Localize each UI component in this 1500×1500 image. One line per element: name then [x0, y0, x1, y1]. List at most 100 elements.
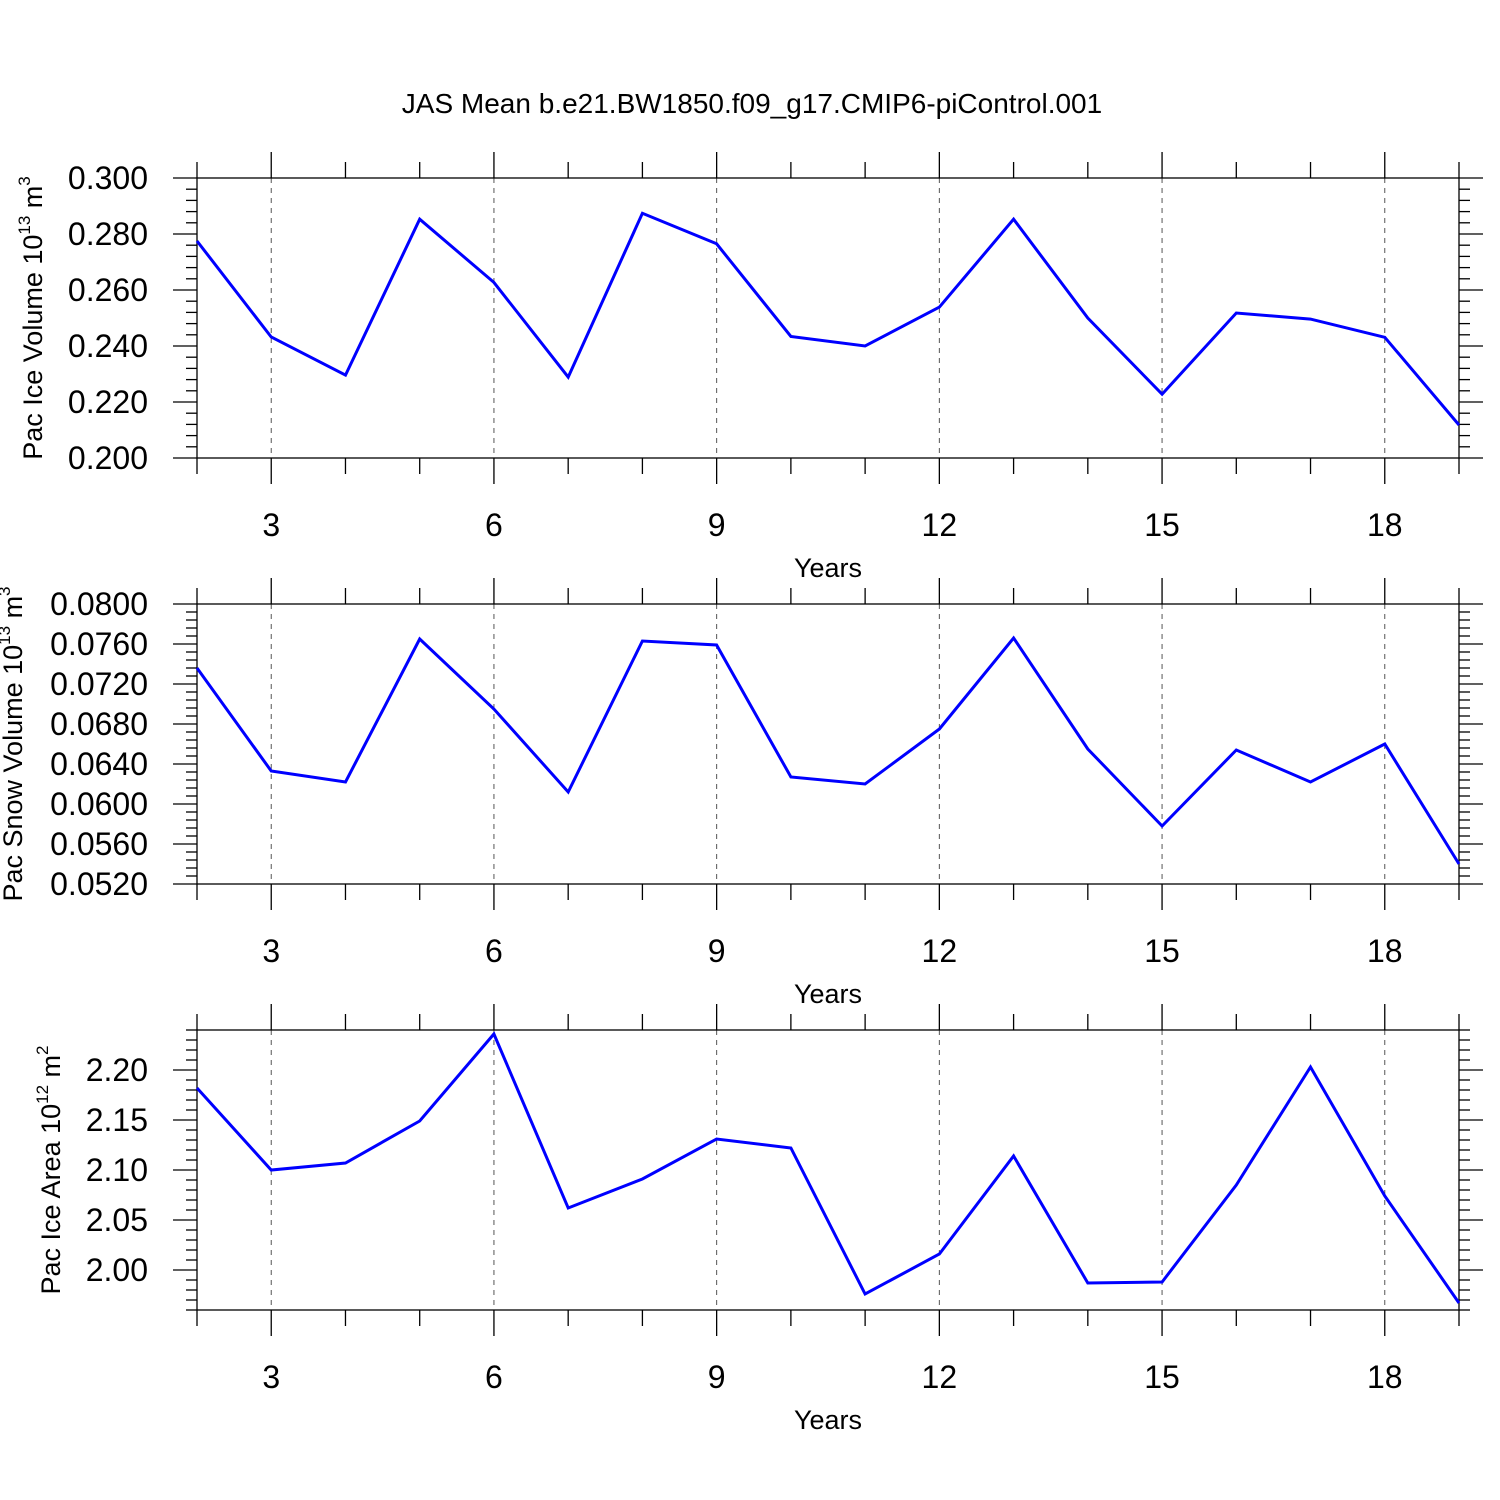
y-tick-label: 0.300: [68, 160, 148, 196]
data-point: [492, 707, 496, 711]
y-tick-label: 2.10: [86, 1152, 148, 1188]
x-tick-label: 6: [485, 507, 503, 543]
panel-ice-area: 2.00 2.05 2.10 2.15 2.20 3 6 9 12 15 18 Years Pac Ic…: [33, 1004, 1483, 1435]
panel-ice-volume: 0.200 0.220 0.240 0.260 0.280 0.300 3 6 9 12 15 18 Y…: [15, 152, 1483, 583]
data-point: [937, 305, 941, 309]
y-tick-label: 0.0600: [50, 786, 148, 822]
data-point: [863, 1292, 867, 1296]
data-point: [1234, 311, 1238, 315]
data-point: [715, 643, 719, 647]
data-point: [789, 775, 793, 779]
data-point: [269, 335, 273, 339]
data-point: [1012, 217, 1016, 221]
y-axis-label: Pac Ice Volume 1013 m3: [15, 176, 48, 460]
data-point: [1457, 1301, 1461, 1305]
x-tick-label: 9: [708, 1359, 726, 1395]
data-point: [789, 334, 793, 338]
y-tick-label: 0.220: [68, 384, 148, 420]
x-tick-label: 3: [262, 1359, 280, 1395]
data-point: [1457, 862, 1461, 866]
series-line-ice-area: [195, 1031, 1461, 1304]
data-point: [640, 1177, 644, 1181]
x-axis-label: Years: [794, 1405, 862, 1435]
data-point: [566, 1206, 570, 1210]
data-point: [343, 780, 347, 784]
data-point: [418, 637, 422, 641]
x-tick-label: 6: [485, 1359, 503, 1395]
x-tick-label: 18: [1367, 1359, 1403, 1395]
y-tick-label: 0.280: [68, 216, 148, 252]
data-point: [1160, 392, 1164, 396]
data-point: [566, 375, 570, 379]
data-point: [1012, 636, 1016, 640]
y-tick-label: 0.200: [68, 440, 148, 476]
data-point: [1309, 317, 1313, 321]
data-point: [343, 1161, 347, 1165]
y-tick-label: 0.0520: [50, 866, 148, 902]
y-tick-label: 0.260: [68, 272, 148, 308]
x-tick-label: 6: [485, 933, 503, 969]
series-line-ice-volume: [195, 211, 1461, 426]
x-tick-label: 9: [708, 933, 726, 969]
data-point: [269, 769, 273, 773]
x-tick-label: 12: [922, 1359, 958, 1395]
plot-frame: [196, 1029, 1460, 1311]
data-point: [418, 1119, 422, 1123]
data-point: [640, 639, 644, 643]
y-tick-label: 0.0560: [50, 826, 148, 862]
x-axis-label: Years: [794, 979, 862, 1009]
data-point: [1160, 1280, 1164, 1284]
data-point: [195, 1086, 199, 1090]
y-tick-label: 2.20: [86, 1052, 148, 1088]
x-tick-label: 12: [922, 933, 958, 969]
data-point: [789, 1146, 793, 1150]
data-point: [269, 1168, 273, 1172]
y-tick-label: 0.0680: [50, 706, 148, 742]
data-point: [1309, 1065, 1313, 1069]
y-tick-label: 2.15: [86, 1102, 148, 1138]
x-tick-label: 18: [1367, 507, 1403, 543]
data-point: [1012, 1154, 1016, 1158]
data-point: [418, 217, 422, 221]
data-point: [492, 1032, 496, 1036]
x-tick-label: 15: [1144, 507, 1180, 543]
data-point: [1086, 316, 1090, 320]
data-point: [1234, 748, 1238, 752]
y-tick-label: 0.0640: [50, 746, 148, 782]
plot-frame: [196, 603, 1460, 885]
y-tick-label: 0.240: [68, 328, 148, 364]
data-point: [195, 239, 199, 243]
data-point: [1383, 1194, 1387, 1198]
x-tick-label: 12: [922, 507, 958, 543]
data-point: [715, 242, 719, 246]
y-tick-label: 2.05: [86, 1202, 148, 1238]
x-tick-label: 15: [1144, 1359, 1180, 1395]
data-point: [343, 373, 347, 377]
x-tick-label: 15: [1144, 933, 1180, 969]
y-tick-label: 0.0720: [50, 666, 148, 702]
x-tick-label: 3: [262, 507, 280, 543]
y-tick-label: 0.0760: [50, 626, 148, 662]
data-point: [1086, 1281, 1090, 1285]
chart-title: JAS Mean b.e21.BW1850.f09_g17.CMIP6-piCo…: [402, 88, 1102, 119]
data-point: [863, 344, 867, 348]
data-point: [937, 1252, 941, 1256]
panel-snow-volume: 0.0520 0.0560 0.0600 0.0640 0.0680 0.0720 0.07…: [0, 578, 1483, 1009]
data-point: [1383, 335, 1387, 339]
x-axis-label: Years: [794, 553, 862, 583]
data-point: [640, 211, 644, 215]
y-axis-label: Pac Ice Area 1012 m2: [33, 1045, 66, 1294]
data-point: [863, 782, 867, 786]
data-point: [937, 727, 941, 731]
x-tick-label: 3: [262, 933, 280, 969]
data-point: [1309, 780, 1313, 784]
plot-frame: [196, 177, 1460, 459]
y-tick-label: 2.00: [86, 1252, 148, 1288]
y-axis-label: Pac Snow Volume 1013 m3: [0, 586, 28, 901]
y-tick-label: 0.0800: [50, 586, 148, 622]
x-tick-label: 9: [708, 507, 726, 543]
data-point: [1086, 747, 1090, 751]
data-point: [1234, 1183, 1238, 1187]
data-point: [715, 1137, 719, 1141]
